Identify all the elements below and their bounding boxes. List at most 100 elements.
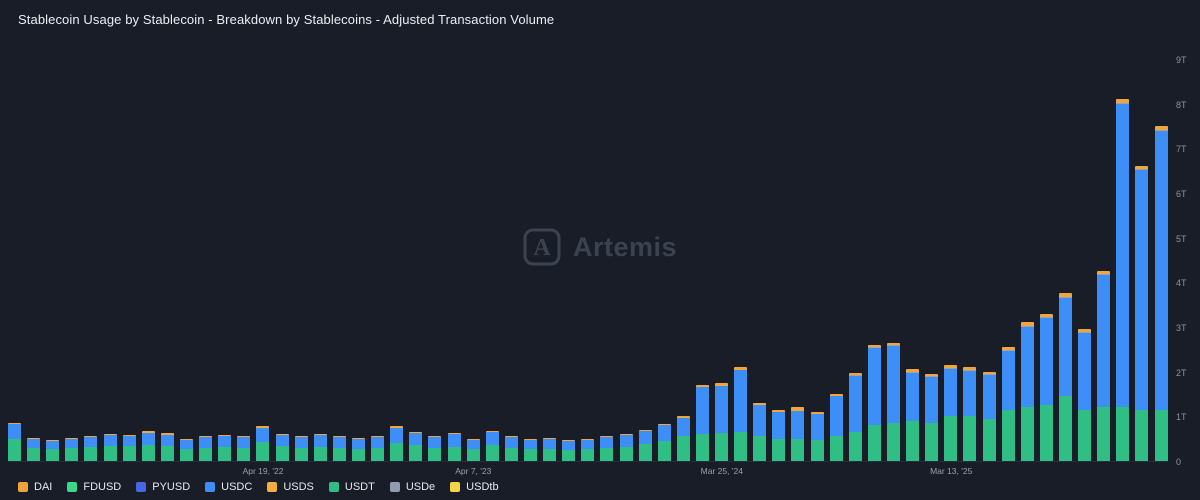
bar-segment-usdt — [65, 447, 79, 461]
bar[interactable] — [351, 437, 365, 461]
bar[interactable] — [600, 436, 614, 461]
bar-segment-usds — [294, 436, 308, 438]
bar[interactable] — [313, 434, 327, 461]
bar[interactable] — [237, 436, 251, 461]
bar-segment-usdt — [867, 425, 881, 461]
bar[interactable] — [466, 438, 480, 461]
bar[interactable] — [848, 372, 862, 461]
bar[interactable] — [294, 436, 308, 461]
legend-swatch-icon — [205, 482, 216, 492]
bar[interactable] — [867, 344, 881, 461]
bar-segment-usdt — [1039, 405, 1053, 461]
bar[interactable] — [256, 426, 270, 461]
bar[interactable] — [1078, 329, 1092, 461]
bar[interactable] — [1135, 166, 1149, 461]
bar-segment-usds — [1097, 271, 1111, 275]
bar[interactable] — [84, 436, 98, 461]
bar[interactable] — [504, 436, 518, 461]
bar[interactable] — [925, 373, 939, 461]
bar-segment-usdc — [1135, 170, 1149, 410]
bar[interactable] — [199, 436, 213, 461]
bar[interactable] — [829, 394, 843, 461]
bar[interactable] — [27, 437, 41, 461]
bar[interactable] — [1116, 99, 1130, 461]
bar[interactable] — [810, 411, 824, 461]
bar[interactable] — [371, 436, 385, 461]
bar-segment-usds — [122, 434, 136, 436]
bar[interactable] — [676, 416, 690, 461]
bar[interactable] — [332, 435, 346, 461]
y-tick-label: 1T — [1176, 412, 1187, 423]
bar[interactable] — [65, 438, 79, 461]
bar[interactable] — [1039, 313, 1053, 461]
bar[interactable] — [8, 422, 21, 461]
bar[interactable] — [485, 430, 499, 461]
bar[interactable] — [523, 438, 537, 461]
legend-item-usdc[interactable]: USDC — [205, 481, 252, 493]
bar[interactable] — [1154, 125, 1168, 461]
bar[interactable] — [638, 429, 652, 461]
bar[interactable] — [218, 435, 232, 461]
bar-segment-usdc — [313, 435, 327, 447]
chart-title: Stablecoin Usage by Stablecoin - Breakdo… — [18, 12, 555, 27]
bar[interactable] — [122, 434, 136, 461]
bar[interactable] — [275, 434, 289, 461]
bar[interactable] — [1097, 271, 1111, 461]
bar[interactable] — [963, 367, 977, 461]
x-tick-label: Apr 19, '22 — [242, 466, 284, 476]
bar-segment-usde — [906, 371, 920, 373]
bar[interactable] — [657, 424, 671, 461]
bar[interactable] — [447, 433, 461, 461]
bar-segment-usds — [619, 434, 633, 436]
bar[interactable] — [982, 371, 996, 461]
bar-segment-usdc — [600, 437, 614, 448]
bar[interactable] — [390, 426, 404, 461]
bar[interactable] — [562, 440, 576, 461]
legend-item-usde[interactable]: USDe — [389, 481, 435, 493]
bar[interactable] — [1001, 347, 1015, 461]
bar[interactable] — [906, 369, 920, 461]
legend-item-pyusd[interactable]: PYUSD — [136, 481, 190, 493]
bar-segment-usdc — [1001, 351, 1015, 410]
bar[interactable] — [1020, 322, 1034, 461]
bar[interactable] — [695, 385, 709, 461]
bar-segment-usde — [1135, 169, 1149, 171]
legend-item-usds[interactable]: USDS — [267, 481, 314, 493]
bar[interactable] — [160, 433, 174, 461]
bar-segment-usds — [371, 436, 385, 438]
bar-segment-usdt — [199, 447, 213, 461]
bar-segment-usds — [141, 430, 155, 434]
bar[interactable] — [179, 438, 193, 461]
bar[interactable] — [141, 430, 155, 461]
bar[interactable] — [46, 440, 60, 461]
bar[interactable] — [543, 437, 557, 461]
plot-area — [8, 60, 1168, 462]
bar[interactable] — [1059, 293, 1073, 461]
bar[interactable] — [772, 409, 786, 461]
bar[interactable] — [734, 367, 748, 461]
bar[interactable] — [944, 364, 958, 461]
bar[interactable] — [715, 382, 729, 461]
legend-swatch-icon — [67, 482, 78, 492]
bar-segment-usds — [103, 433, 117, 436]
bar[interactable] — [619, 434, 633, 461]
bar-segment-usdt — [734, 431, 748, 461]
bar[interactable] — [581, 438, 595, 461]
bar[interactable] — [887, 342, 901, 461]
legend-item-usdt[interactable]: USDT — [328, 481, 375, 493]
bar-segment-usdc — [1020, 326, 1034, 408]
bar-segment-usde — [1020, 325, 1034, 327]
bar[interactable] — [409, 431, 423, 461]
bar-segment-usdt — [485, 444, 499, 461]
legend-item-dai[interactable]: DAI — [18, 481, 52, 493]
bar[interactable] — [791, 406, 805, 461]
bar[interactable] — [103, 433, 117, 461]
legend-item-fdusd[interactable]: FDUSD — [67, 481, 121, 493]
bar[interactable] — [428, 436, 442, 461]
bar-segment-usdt — [925, 423, 939, 461]
legend-item-usdtb[interactable]: USDtb — [450, 481, 499, 493]
bar-segment-usdt — [84, 446, 98, 461]
bar[interactable] — [753, 402, 767, 461]
bar-segment-usdt — [275, 446, 289, 461]
bar-segment-usds — [428, 436, 442, 438]
